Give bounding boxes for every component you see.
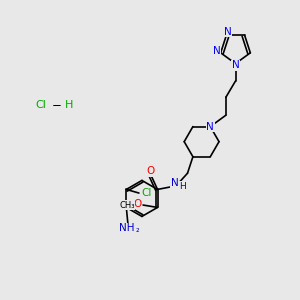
Text: H: H [179,182,186,191]
Text: O: O [134,199,142,208]
Text: NH: NH [119,224,135,233]
Text: H: H [65,100,73,110]
Text: N: N [171,178,178,188]
Text: −: − [52,98,62,112]
Text: N: N [232,60,239,70]
Text: CH₃: CH₃ [119,200,135,209]
Text: N: N [206,122,214,132]
Text: Cl: Cl [35,100,46,110]
Text: N: N [224,27,232,37]
Text: O: O [147,166,155,176]
Text: N: N [213,46,221,56]
Text: ₂: ₂ [136,225,139,234]
Text: Cl: Cl [142,188,152,198]
